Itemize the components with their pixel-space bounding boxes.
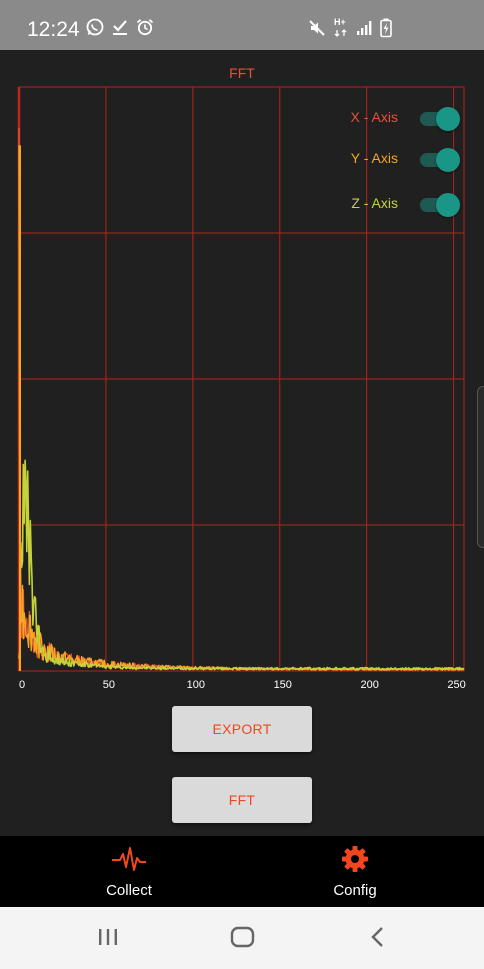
bottom-navigation: Collect Config xyxy=(0,836,484,907)
download-done-icon xyxy=(112,18,128,36)
x-tick-label: 200 xyxy=(360,679,378,691)
network-hplus-icon: H+ xyxy=(334,17,348,37)
mute-icon xyxy=(308,19,326,37)
x-axis-ticks: 0 50 100 150 200 250 xyxy=(19,679,466,691)
x-tick-label: 250 xyxy=(447,679,465,691)
system-navigation-bar xyxy=(0,907,484,969)
series-line-y xyxy=(18,145,465,671)
nav-collect-label: Collect xyxy=(106,881,152,899)
x-axis-switch[interactable] xyxy=(418,106,460,131)
toggle-row-y[interactable]: Y - Axis xyxy=(258,147,460,172)
z-axis-switch[interactable] xyxy=(418,192,460,217)
x-tick-label: 50 xyxy=(103,679,115,691)
battery-charging-icon xyxy=(380,18,392,38)
home-icon[interactable] xyxy=(230,925,256,954)
whatsapp-icon xyxy=(86,18,104,36)
fft-button[interactable]: FFT xyxy=(172,777,312,823)
status-time: 12:24 xyxy=(27,18,80,41)
series-line-z xyxy=(18,459,465,671)
alarm-icon xyxy=(136,18,154,36)
toggle-row-x[interactable]: X - Axis xyxy=(258,106,460,131)
network-label: H+ xyxy=(334,17,346,27)
signal-icon xyxy=(356,20,372,36)
export-button[interactable]: EXPORT xyxy=(172,706,312,752)
nav-collect[interactable]: Collect xyxy=(8,836,250,907)
status-bar: 12:24 H+ xyxy=(0,0,484,50)
fft-chart: FFT 0 50 100 150 200 250 xyxy=(17,65,466,691)
chart-grid xyxy=(17,86,465,672)
gear-icon xyxy=(341,845,369,878)
nav-config[interactable]: Config xyxy=(234,836,476,907)
chart-title: FFT xyxy=(229,65,255,81)
app-content: FFT 0 50 100 150 200 250 X - Axis Y - Axis Z … xyxy=(0,50,484,836)
toggle-label-x: X - Axis xyxy=(350,109,398,125)
x-tick-label: 0 xyxy=(19,679,25,691)
toggle-label-z: Z - Axis xyxy=(351,195,398,211)
chart-series xyxy=(18,127,465,671)
edge-panel-handle[interactable] xyxy=(477,386,484,548)
x-tick-label: 150 xyxy=(274,679,292,691)
back-icon[interactable] xyxy=(368,925,388,954)
y-axis-switch[interactable] xyxy=(418,147,460,172)
toggle-label-y: Y - Axis xyxy=(350,150,398,166)
recents-icon[interactable] xyxy=(96,925,120,954)
pulse-icon xyxy=(111,845,147,878)
x-tick-label: 100 xyxy=(187,679,205,691)
toggle-row-z[interactable]: Z - Axis xyxy=(258,192,460,217)
nav-config-label: Config xyxy=(333,881,377,899)
